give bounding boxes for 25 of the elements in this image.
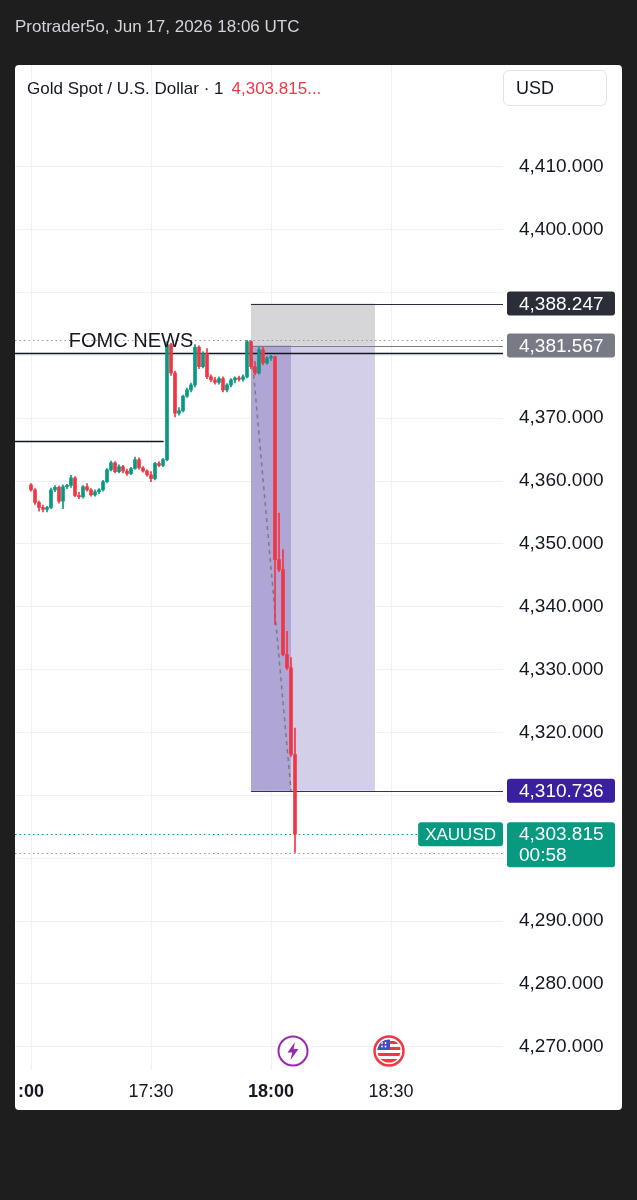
y-tick-label: 4,410.000 <box>519 155 604 177</box>
x-tick-label: 18:00 <box>247 1080 295 1101</box>
annotation: XAUUSD <box>425 824 497 844</box>
ref-line-label: 4,310.736 <box>519 779 604 801</box>
y-tick-label: 4,400.000 <box>519 217 604 239</box>
x-tick-label: :00 <box>17 1080 45 1101</box>
y-tick-label: 4,320.000 <box>519 720 604 742</box>
ref-line-label: 4,381.567 <box>519 334 604 356</box>
x-tick-label: 17:30 <box>128 1080 174 1101</box>
ref-line-label: 4,388.247 <box>519 292 604 314</box>
x-tick-label: 18:30 <box>368 1080 414 1101</box>
y-axis-title: USD <box>516 78 555 98</box>
y-tick-label: 4,330.000 <box>519 657 604 679</box>
y-tick-label: 4,360.000 <box>519 469 604 491</box>
y-tick-label: 4,290.000 <box>519 909 604 931</box>
y-tick-label: 4,370.000 <box>519 406 604 428</box>
annotation: FOMC NEWS <box>68 329 194 352</box>
text: 4,303.815... <box>231 79 322 98</box>
y-tick-label: 4,280.000 <box>519 972 604 994</box>
y-tick-label: 4,340.000 <box>519 595 604 617</box>
ref-line-label: 4,303.815 00:58 <box>519 823 604 866</box>
text: Protrader5o, Jun 17, 2026 18:06 UTC <box>15 16 300 38</box>
y-tick-label: 4,350.000 <box>519 532 604 554</box>
text: Gold Spot / U.S. Dollar · 1 <box>27 79 224 98</box>
y-tick-label: 4,270.000 <box>519 1034 604 1056</box>
